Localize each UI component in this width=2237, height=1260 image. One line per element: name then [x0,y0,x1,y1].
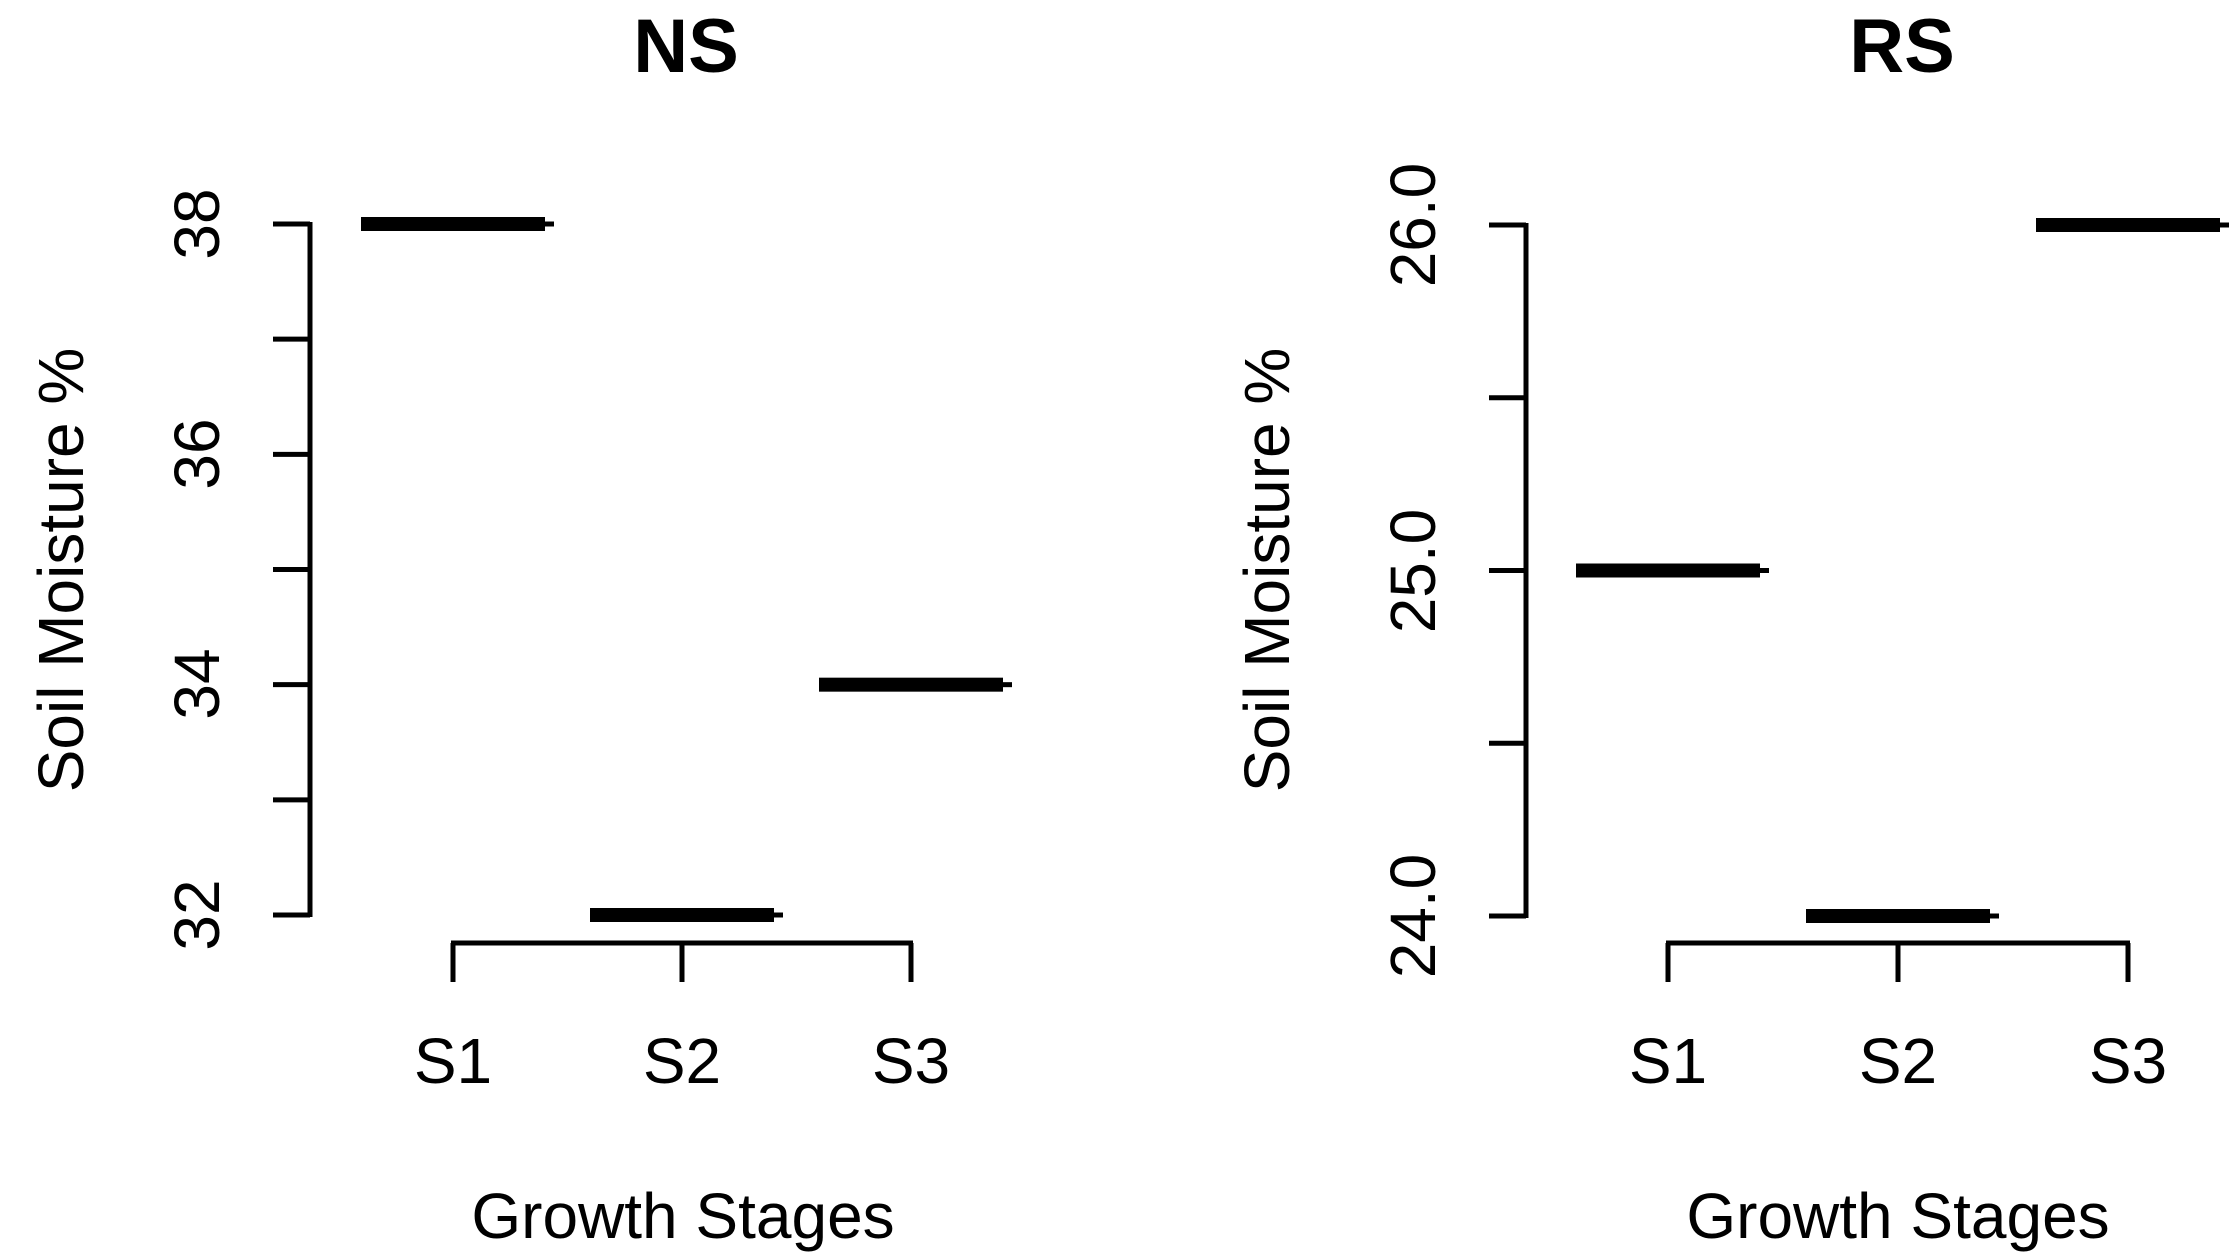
data-segment-s1 [1576,563,1760,578]
data-segment-s3 [819,677,1003,692]
data-segment-tip [2220,222,2229,228]
data-segment-s2 [590,908,774,922]
y-tick-label: 32 [161,879,233,950]
data-segment-tip [1003,682,1012,688]
y-tick-label: 38 [161,188,233,259]
data-segment-s1 [361,217,545,231]
data-segment-tip [545,221,554,227]
panel-ns: NS Soil Moisture % Growth Stages 38 36 3… [25,4,1012,1252]
y-axis-label: Soil Moisture % [25,348,97,793]
panel-ns-geometry [273,217,1012,982]
panel-rs-geometry [1489,218,2229,982]
plot-title: NS [633,4,739,89]
x-tick-label: S2 [643,1025,721,1097]
y-tick-label: 36 [161,418,233,489]
y-axis-label: Soil Moisture % [1231,348,1303,793]
x-tick-label: S1 [414,1025,492,1097]
panel-rs: RS Soil Moisture % Growth Stages 26.0 25… [1231,4,2229,1252]
data-segment-tip [1990,913,1999,919]
data-segment-tip [1760,568,1769,573]
data-segment-tip [774,912,783,918]
y-tick-label: 34 [161,648,233,719]
y-tick-label: 26.0 [1377,163,1449,288]
x-axis-label: Growth Stages [471,1180,894,1252]
plot-title: RS [1849,4,1955,89]
data-segment-s2 [1806,909,1990,923]
x-tick-label: S1 [1629,1025,1707,1097]
x-tick-label: S2 [1859,1025,1937,1097]
x-tick-label: S3 [872,1025,950,1097]
y-tick-label: 24.0 [1377,854,1449,979]
x-axis-label: Growth Stages [1686,1180,2109,1252]
y-tick-label: 25.0 [1377,509,1449,634]
data-segment-s3 [2036,218,2220,232]
x-tick-label: S3 [2089,1025,2167,1097]
